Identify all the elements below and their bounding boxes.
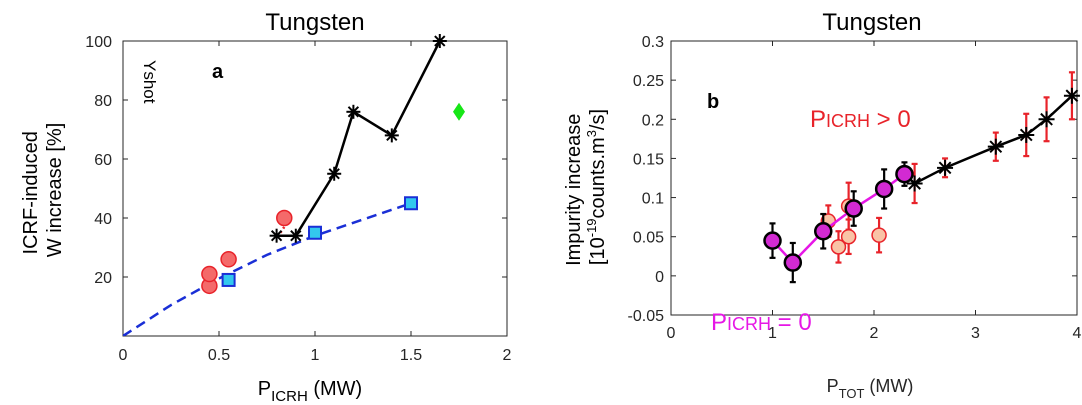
panel-b-ytick-label: 0.15 — [633, 151, 664, 168]
panel-a-star-point-stroke — [347, 106, 360, 118]
panel-b-star-point — [1038, 111, 1055, 128]
panel-a-ytick-label: 100 — [85, 34, 112, 51]
panel-b-star-point — [937, 159, 954, 176]
panel-a-red-circle-point — [201, 265, 218, 283]
panel-a-star-point-stroke — [386, 129, 398, 142]
panel-a-ytick-label: 20 — [94, 270, 112, 287]
panel-a-ytick-label: 40 — [94, 211, 112, 228]
panel-b: Tungsten 0 1 2 3 4-0.0500.050.10.150.20.250.… — [563, 9, 1082, 401]
panel-a-title: Tungsten — [265, 9, 364, 36]
panel-a-label: a — [212, 61, 224, 83]
panel-b-star-point-stroke — [908, 177, 921, 190]
panel-b-star-point — [987, 138, 1004, 155]
panel-b-magenta-circle-point — [763, 231, 782, 250]
panel-b-star-point-stroke — [1040, 112, 1053, 126]
panel-a-star-point-stroke — [270, 230, 283, 242]
panel-b-marks — [763, 71, 1080, 284]
panel-a-cyan-square-point — [404, 196, 418, 211]
panel-a-cyan-square-point — [308, 225, 322, 240]
panel-a-marks — [123, 202, 412, 336]
panel-a-axes-box — [122, 40, 508, 337]
panel-a-ytick-label: 80 — [94, 93, 112, 110]
panel-a-fit-dashed-line — [123, 202, 412, 336]
panel-b-xtick-label: 3 — [971, 325, 980, 342]
panel-a-xtick-label: 0.5 — [208, 347, 230, 364]
legend-picrh-positive: PICRH > 0 — [810, 106, 911, 133]
panel-a-star-point — [269, 228, 284, 243]
panel-b-star-point-stroke — [938, 161, 952, 175]
panel-a-star-point — [346, 104, 361, 119]
panel-b-ytick-label: 0.05 — [633, 230, 664, 247]
panel-a-xtick-label: 1 — [311, 347, 320, 364]
panel-b-magenta-circle-point — [895, 164, 914, 184]
panel-b-label: b — [707, 91, 719, 113]
panel-a-star-point-stroke — [290, 230, 302, 242]
panel-b-ytick-label: 0.25 — [633, 73, 664, 90]
panel-b-title: Tungsten — [822, 9, 921, 36]
panel-a-star-point — [327, 166, 342, 181]
panel-b-ytick-label: 0.2 — [642, 112, 664, 129]
panel-a-star-point — [432, 34, 447, 48]
panel-b-orange-circle-point — [871, 227, 887, 243]
panel-a-ticks: 0 0.5 1 1.5 2 20 40 60 80 100 — [85, 34, 511, 364]
panel-a-ylabel: ICRF-induced W increase [%] — [20, 123, 66, 257]
panel-a-xlabel: PICRH (MW) — [258, 378, 362, 405]
panel-b-magenta-circle-point — [874, 179, 894, 199]
panel-b-magenta-circle-point — [783, 253, 803, 272]
panel-a-green-diamond-point — [453, 102, 465, 121]
legend-picrh-zero: PICRH = 0 — [711, 309, 812, 336]
panel-b-axes-box — [670, 40, 1078, 316]
panel-b-xtick-label: 0 — [667, 325, 676, 342]
panel-b-xtick-label: 4 — [1073, 325, 1082, 342]
panel-a-cyan-square-point — [221, 272, 236, 287]
panel-a-markers — [201, 34, 465, 295]
panel-a-star-point-stroke — [434, 35, 446, 47]
panel-b-ytick-label: 0.3 — [642, 34, 664, 51]
panel-a-star-point-stroke — [328, 168, 340, 180]
panel-b-star-point-stroke — [1019, 128, 1033, 142]
panel-a-xtick-label: 2 — [503, 347, 512, 364]
panel-b-ytick-label: 0.1 — [642, 191, 664, 208]
panel-a: Tungsten 0 0.5 1 1.5 2 20 40 60 80 100 a Yshot PI… — [20, 9, 512, 405]
panel-b-ytick-label: -0.05 — [628, 308, 665, 325]
panel-a-red-circle-point — [220, 251, 237, 268]
panel-a-red-circle-point — [276, 209, 293, 227]
panel-b-star-point-stroke — [1065, 89, 1079, 103]
panel-a-ytick-label: 60 — [94, 152, 112, 169]
panel-a-star-point — [384, 128, 399, 143]
panel-b-star-point — [1018, 126, 1035, 143]
panel-b-magenta-circle-point — [844, 199, 863, 218]
panel-a-xtick-label: 0 — [119, 347, 128, 364]
panel-a-star-point — [288, 228, 303, 243]
panel-b-magenta-circle-point — [814, 221, 833, 241]
panel-b-orange-circle-point — [840, 228, 857, 245]
panel-b-ylabel: Impurity increase [10-19counts.m3/s] — [563, 108, 609, 266]
panel-b-star-point-stroke — [989, 140, 1003, 154]
yshot-annotation: Yshot — [140, 60, 159, 104]
panel-b-xtick-label: 1 — [768, 325, 777, 342]
panel-a-xtick-label: 1.5 — [400, 347, 422, 364]
panel-b-xtick-label: 2 — [870, 325, 879, 342]
panel-b-ytick-label: 0 — [655, 269, 664, 286]
panel-b-orange-circle-point — [830, 239, 847, 255]
panel-b-star-point — [1063, 87, 1080, 104]
panel-b-xlabel: PTOT (MW) — [827, 376, 914, 401]
